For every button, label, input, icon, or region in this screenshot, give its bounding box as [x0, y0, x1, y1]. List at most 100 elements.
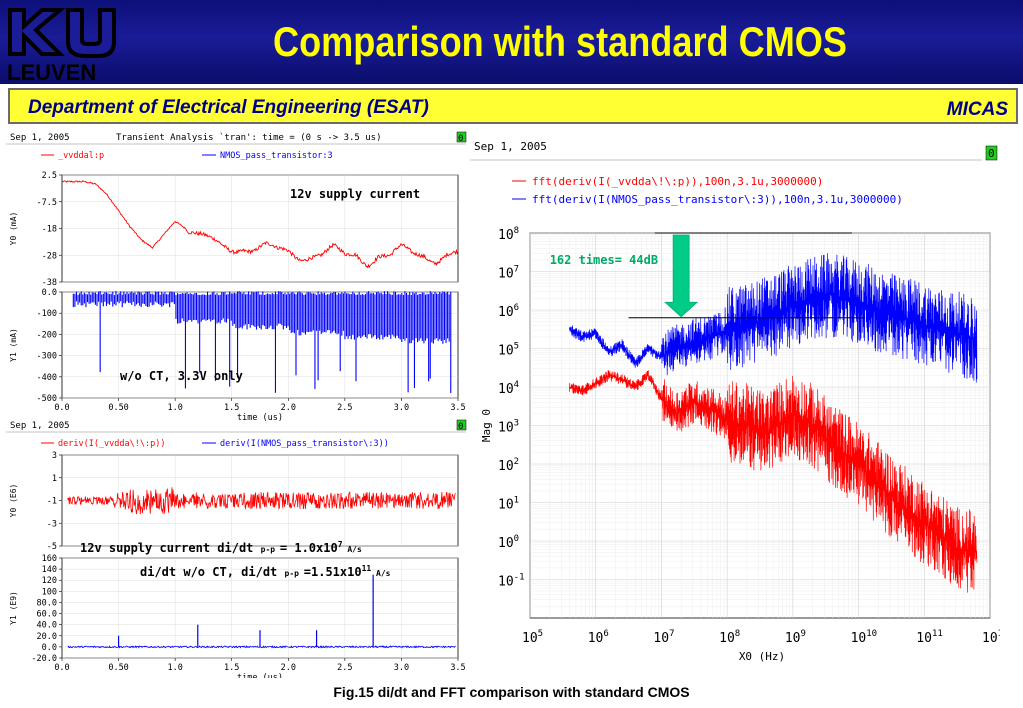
fft-series-1-line — [569, 253, 978, 383]
series-deriv-supply-line — [67, 487, 456, 515]
deriv-nmos-panel-ylabel: Y1 (E9) — [9, 591, 18, 625]
plot-title-1: Transient Analysis `tran': time = (0 s -… — [116, 132, 382, 143]
nmos-panel-ytick-label: -100 — [37, 309, 57, 319]
legend-label-0-1: _vvddal:p — [58, 151, 104, 161]
deriv-supply-panel-ytick-label: 3 — [52, 451, 57, 461]
fft-xtick-label: 1010 — [851, 629, 878, 646]
legend-label-1-2: deriv(I(NMOS_pass_transistor\:3)) — [220, 439, 389, 449]
annotation-nmos-didt: di/dt w/o CT, di/dt p-p =1.51x1011 A/s — [140, 564, 391, 579]
xtick-label-2: 3.5 — [450, 663, 465, 673]
logo-text: LEUVEN — [7, 60, 97, 85]
marker-box-2 — [456, 419, 467, 431]
plot-date-1: Sep 1, 2005 — [10, 133, 70, 143]
fft-ytick-label: 108 — [498, 226, 519, 243]
fft-ytick-label: 103 — [498, 419, 519, 436]
xtick-label-1: 2.0 — [281, 403, 296, 413]
xtick-label-2: 0.0 — [54, 663, 69, 673]
nmos-panel-ytick-label: 0.0 — [42, 288, 57, 298]
fft-ytick-label: 10-1 — [498, 573, 525, 590]
marker-label-2: 0 — [458, 422, 463, 432]
current-panel-ytick-label: -7.5 — [37, 198, 57, 208]
nmos-panel-ytick-label: -500 — [37, 394, 57, 404]
fft-ytick-label: 106 — [498, 303, 519, 320]
xaxis-label-1: time (us) — [237, 413, 283, 423]
fft-ytick-label: 102 — [498, 457, 519, 474]
fft-ytick-label: 107 — [498, 265, 519, 282]
fft-xtick-label: 108 — [719, 629, 740, 646]
nmos-panel-ytick-label: -300 — [37, 352, 57, 362]
ku-leuven-logo — [8, 8, 116, 58]
fft-legend-label-1: fft(deriv(I(NMOS_pass_transistor\:3)),10… — [532, 193, 903, 206]
deriv-nmos-panel-ytick-label: 160 — [42, 554, 57, 564]
fft-xtick-label: 109 — [785, 629, 806, 646]
fft-xtick-label: 107 — [653, 629, 674, 646]
xtick-label-1: 0.0 — [54, 403, 69, 413]
xtick-label-1: 1.5 — [224, 403, 239, 413]
fft-plot-svg: Sep 1, 2005 0 fft(deriv(I(_vvdda\!\:p)),10… — [470, 140, 1009, 663]
department-band: Department of Electrical Engineering (ES… — [8, 88, 1018, 124]
xtick-label-1: 1.0 — [167, 403, 182, 413]
deriv-nmos-panel-ytick-label: 80.0 — [37, 598, 57, 608]
xtick-label-1: 3.5 — [450, 403, 465, 413]
xtick-label-2: 2.0 — [281, 663, 296, 673]
annotation-44db: 162 times= 44dB — [550, 253, 658, 267]
plot-date-2: Sep 1, 2005 — [10, 421, 70, 431]
deriv-nmos-panel-ytick-label: -20.0 — [31, 654, 57, 664]
header-bar: LEUVEN Comparison with standard CMOS — [0, 0, 1023, 85]
current-panel-ytick-label: 2.5 — [42, 171, 57, 181]
legend-label-1-1: NMOS_pass_transistor:3 — [220, 151, 333, 161]
deriv-supply-panel-ytick-label: -5 — [47, 542, 57, 552]
group-label: MICAS — [946, 99, 1008, 120]
deriv-nmos-panel-ytick-label: 100 — [42, 587, 57, 597]
figure-caption: Fig.15 di/dt and FFT comparison with sta… — [333, 684, 690, 700]
current-panel-ytick-label: -38 — [42, 278, 57, 288]
page-title: Comparison with standard CMOS — [273, 18, 847, 65]
fft-legend-label-0: fft(deriv(I(_vvdda\!\:p)),100n,3.1u,3000… — [532, 175, 823, 188]
current-panel-ytick-label: -18 — [42, 225, 57, 235]
transient-plots: Sep 1, 2005 Transient Analysis `tran': ti… — [6, 130, 468, 683]
deriv-nmos-panel-ytick-label: 120 — [42, 576, 57, 586]
series-vvddal-line — [61, 180, 459, 269]
series-deriv-nmos-line — [67, 645, 456, 649]
xtick-label-2: 3.0 — [394, 663, 409, 673]
legend-label-0-2: deriv(I(_vvdda\!\:p)) — [58, 439, 165, 449]
difference-arrow — [664, 234, 699, 318]
xtick-label-2: 0.50 — [108, 663, 128, 673]
fft-xtick-label: 106 — [588, 629, 609, 646]
xtick-label-2: 1.0 — [167, 663, 182, 673]
fft-xtick-label: 105 — [522, 629, 543, 646]
deriv-supply-panel-ytick-label: -3 — [47, 519, 57, 529]
fft-ytick-label: 105 — [498, 342, 519, 359]
fft-xtick-label: 1012 — [982, 629, 1000, 646]
fft-ytick-label: 100 — [498, 534, 519, 551]
xtick-label-1: 2.5 — [337, 403, 352, 413]
marker-box-1 — [456, 131, 467, 143]
fft-xaxis-label: X0 (Hz) — [739, 650, 785, 663]
annotation-supply-didt: 12v supply current di/dt p-p = 1.0x107 A… — [80, 540, 362, 555]
xtick-label-2: 1.5 — [224, 663, 239, 673]
deriv-nmos-panel-ytick-label: 140 — [42, 565, 57, 575]
deriv-supply-panel-ytick-label: 1 — [52, 474, 57, 484]
xtick-label-1: 0.50 — [108, 403, 128, 413]
nmos-panel-ylabel: Y1 (mA) — [9, 328, 18, 362]
nmos-panel-ytick-label: -400 — [37, 373, 57, 383]
fft-ytick-label: 101 — [498, 496, 519, 513]
current-panel-ytick-label: -28 — [42, 251, 57, 261]
marker-label-1: 0 — [458, 134, 463, 144]
xtick-label-2: 2.5 — [337, 663, 352, 673]
current-panel-ylabel: Y0 (mA) — [9, 212, 18, 246]
deriv-nmos-panel-ytick-label: 20.0 — [37, 632, 57, 642]
deriv-supply-panel-ylabel: Y0 (E6) — [9, 484, 18, 518]
department-label: Department of Electrical Engineering (ES… — [28, 97, 429, 118]
xtick-label-1: 3.0 — [394, 403, 409, 413]
fft-series-0-line — [569, 370, 978, 593]
annotation-wo-ct: w/o CT, 3.3V only — [120, 369, 243, 383]
fft-plot: Sep 1, 2005 0 fft(deriv(I(_vvdda\!\:p)),10… — [470, 136, 1009, 666]
nmos-panel-ytick-label: -200 — [37, 330, 57, 340]
fft-yaxis-label: Mag 0 — [480, 409, 493, 442]
xaxis-label-2: time (us) — [237, 673, 283, 678]
transient-plots-svg: Sep 1, 2005 Transient Analysis `tran': ti… — [6, 131, 467, 683]
fft-marker-box — [985, 145, 998, 161]
deriv-nmos-panel-ytick-label: 0.0 — [42, 643, 57, 653]
fft-ytick-label: 104 — [498, 380, 519, 397]
